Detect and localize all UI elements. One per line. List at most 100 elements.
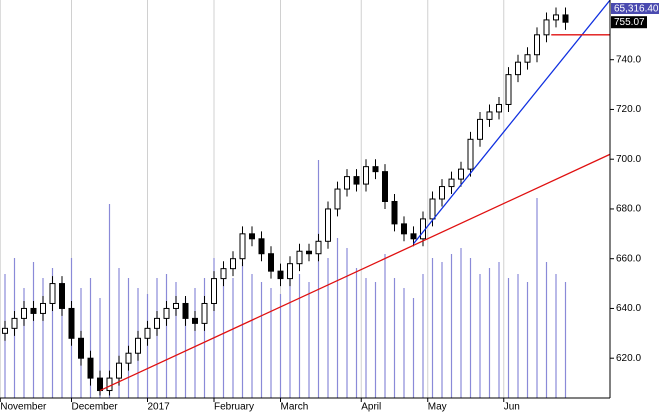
x-tick-label: April	[361, 402, 381, 412]
volume-bar	[23, 288, 25, 398]
candle-body	[21, 307, 27, 319]
volume-bar	[61, 282, 63, 398]
x-tick-label: November	[0, 402, 47, 412]
candle-body	[11, 317, 18, 329]
candle-body	[230, 258, 236, 270]
volume-bar	[127, 278, 130, 398]
candle-body	[505, 74, 512, 105]
candle-body	[448, 178, 455, 188]
candle-body	[182, 302, 189, 319]
candle-body	[220, 268, 227, 280]
candle-body	[553, 14, 559, 21]
candle-body	[2, 327, 8, 334]
volume-bar	[51, 268, 54, 398]
candle-body	[49, 283, 56, 304]
volume-bar	[422, 274, 424, 398]
candle-body	[315, 240, 322, 255]
candle-body	[534, 34, 540, 56]
last-price-box	[611, 16, 647, 29]
candle-body	[163, 307, 170, 319]
candle-body	[401, 223, 407, 235]
y-tick-label: 700.0	[616, 154, 641, 165]
candle-body	[458, 168, 464, 180]
trendline	[99, 153, 611, 392]
candle-body	[59, 283, 65, 309]
candle-body	[429, 198, 436, 220]
candle-body	[524, 54, 531, 63]
last-price-label: 755.07	[614, 17, 645, 28]
volume-bar	[317, 160, 320, 398]
volume-bar	[526, 282, 529, 398]
volume-bar	[184, 298, 187, 398]
candle-body	[296, 250, 303, 265]
y-tick-label: 720.0	[616, 104, 641, 115]
candle-body	[410, 233, 417, 240]
volume-bar	[469, 258, 472, 398]
volume-bar	[403, 288, 405, 398]
volume-bar	[260, 282, 263, 398]
candle-body	[154, 317, 160, 329]
volume-bar	[175, 282, 177, 398]
candle-body	[325, 208, 331, 242]
volume-bar	[488, 268, 491, 398]
candle-body	[78, 337, 84, 359]
volume-bar	[146, 294, 149, 398]
candle-body	[173, 302, 179, 309]
volume-bar	[108, 204, 111, 398]
volume-bar	[308, 282, 310, 398]
volume-bar	[498, 262, 500, 398]
volume-bar	[450, 254, 453, 398]
x-tick-label: December	[72, 402, 119, 412]
trendline	[412, 0, 611, 245]
candle-body	[30, 307, 37, 314]
candle-body	[40, 302, 46, 314]
volume-bar	[441, 262, 443, 398]
candle-body	[372, 166, 379, 173]
candle-body	[239, 233, 246, 260]
candle-body	[68, 307, 75, 339]
volume-bar	[194, 288, 196, 398]
candle-body	[382, 171, 388, 202]
candle-body	[477, 118, 483, 140]
volume-bar	[545, 262, 548, 398]
candle-body	[391, 200, 398, 225]
volume-bar	[232, 278, 234, 398]
x-tick-label: March	[281, 402, 309, 412]
volume-bar	[118, 268, 120, 398]
volume-bar	[270, 288, 272, 398]
volume-bar	[42, 278, 44, 398]
y-tick-label: 640.0	[616, 303, 641, 314]
last-volume-box	[611, 3, 659, 14]
y-tick-label: 680.0	[616, 204, 641, 215]
x-tick-label: May	[428, 402, 447, 412]
candle-body	[344, 176, 350, 190]
candle-body	[249, 233, 255, 240]
y-tick-label: 620.0	[616, 353, 641, 364]
volume-bar	[251, 274, 253, 398]
volume-bar	[298, 274, 301, 398]
x-tick-label: February	[214, 402, 254, 412]
candle-body	[543, 19, 550, 36]
candle-body	[258, 238, 265, 255]
x-tick-label: Jun	[504, 402, 520, 412]
candle-body	[353, 176, 360, 185]
volume-bar	[241, 262, 244, 398]
volume-bar	[564, 282, 567, 398]
volume-bar	[365, 278, 367, 398]
candle-body	[277, 270, 284, 280]
candle-body	[116, 362, 122, 379]
volume-bar	[346, 248, 348, 398]
volume-bar	[384, 254, 386, 398]
candle-body	[306, 250, 312, 255]
volume-bar	[374, 282, 377, 398]
candle-body	[125, 352, 132, 364]
volume-bar	[32, 262, 35, 398]
volume-bar	[536, 198, 538, 398]
candle-body	[97, 377, 103, 392]
candle-body	[562, 14, 569, 23]
volume-bar	[412, 298, 415, 398]
volume-bar	[279, 294, 282, 398]
volume-bar	[89, 278, 92, 398]
candle-body	[334, 188, 341, 210]
candle-body	[268, 253, 274, 272]
